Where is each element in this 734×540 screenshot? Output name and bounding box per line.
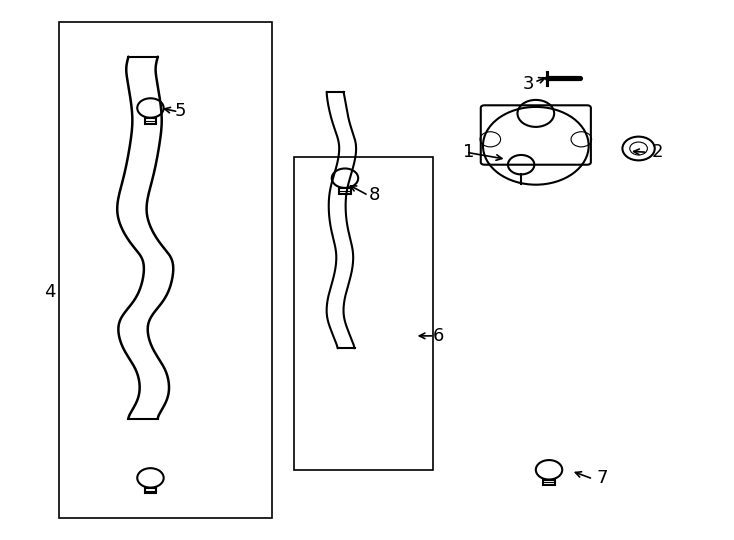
Text: 8: 8 <box>368 186 380 205</box>
Text: 5: 5 <box>174 102 186 120</box>
Text: 6: 6 <box>433 327 445 345</box>
Bar <box>145 488 156 494</box>
Bar <box>543 480 555 485</box>
Bar <box>294 157 433 470</box>
Bar <box>339 188 351 194</box>
Text: 4: 4 <box>44 282 56 301</box>
Bar <box>145 118 156 124</box>
Text: 1: 1 <box>462 143 474 161</box>
Text: 3: 3 <box>523 75 534 93</box>
Text: 2: 2 <box>651 143 663 161</box>
Bar <box>59 22 272 518</box>
Text: 7: 7 <box>596 469 608 487</box>
